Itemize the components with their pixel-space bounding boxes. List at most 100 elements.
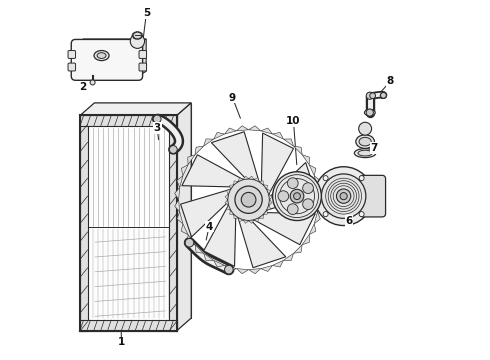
Polygon shape bbox=[174, 188, 180, 200]
Circle shape bbox=[314, 167, 373, 226]
Polygon shape bbox=[248, 269, 261, 274]
Polygon shape bbox=[302, 155, 309, 165]
Polygon shape bbox=[204, 139, 214, 146]
Circle shape bbox=[241, 192, 256, 207]
Polygon shape bbox=[318, 200, 322, 212]
Polygon shape bbox=[243, 220, 248, 223]
Circle shape bbox=[170, 145, 177, 153]
Polygon shape bbox=[225, 194, 228, 200]
Polygon shape bbox=[188, 155, 195, 165]
Circle shape bbox=[288, 178, 298, 189]
Polygon shape bbox=[243, 176, 248, 179]
Circle shape bbox=[359, 212, 364, 217]
Polygon shape bbox=[309, 165, 316, 176]
Circle shape bbox=[366, 92, 373, 99]
Circle shape bbox=[323, 212, 328, 217]
Ellipse shape bbox=[97, 53, 106, 58]
Polygon shape bbox=[80, 116, 88, 330]
Polygon shape bbox=[238, 218, 243, 222]
Polygon shape bbox=[263, 162, 317, 211]
Circle shape bbox=[130, 34, 145, 48]
Circle shape bbox=[321, 174, 366, 219]
Circle shape bbox=[228, 179, 270, 221]
Text: 5: 5 bbox=[143, 8, 150, 18]
Text: 2: 2 bbox=[79, 82, 86, 92]
Polygon shape bbox=[264, 210, 268, 215]
Polygon shape bbox=[188, 235, 195, 245]
Polygon shape bbox=[269, 194, 272, 200]
Polygon shape bbox=[234, 215, 238, 219]
Polygon shape bbox=[248, 126, 261, 131]
Polygon shape bbox=[272, 260, 284, 267]
Polygon shape bbox=[237, 126, 248, 131]
Text: 6: 6 bbox=[345, 216, 353, 226]
Polygon shape bbox=[214, 132, 225, 139]
Polygon shape bbox=[234, 181, 238, 185]
Polygon shape bbox=[261, 133, 294, 197]
FancyBboxPatch shape bbox=[360, 175, 386, 217]
Polygon shape bbox=[177, 103, 191, 330]
Polygon shape bbox=[294, 146, 302, 155]
Polygon shape bbox=[204, 202, 236, 266]
Polygon shape bbox=[267, 189, 270, 194]
FancyBboxPatch shape bbox=[68, 63, 75, 71]
Polygon shape bbox=[302, 235, 309, 245]
Circle shape bbox=[185, 238, 194, 247]
Polygon shape bbox=[225, 265, 237, 271]
Polygon shape bbox=[259, 215, 264, 219]
Polygon shape bbox=[237, 215, 286, 268]
Polygon shape bbox=[294, 245, 302, 253]
Circle shape bbox=[235, 186, 262, 213]
Circle shape bbox=[303, 183, 314, 193]
Polygon shape bbox=[314, 212, 320, 224]
Polygon shape bbox=[309, 224, 316, 235]
Circle shape bbox=[323, 176, 328, 181]
Polygon shape bbox=[272, 132, 284, 139]
Circle shape bbox=[224, 265, 233, 274]
FancyBboxPatch shape bbox=[71, 40, 143, 80]
Polygon shape bbox=[248, 176, 254, 179]
Circle shape bbox=[294, 193, 300, 199]
Polygon shape bbox=[259, 181, 264, 185]
Polygon shape bbox=[284, 139, 294, 146]
FancyBboxPatch shape bbox=[139, 50, 147, 58]
Circle shape bbox=[337, 189, 351, 203]
Polygon shape bbox=[225, 128, 237, 134]
Ellipse shape bbox=[358, 150, 372, 156]
Text: 1: 1 bbox=[118, 337, 125, 347]
Polygon shape bbox=[75, 39, 146, 44]
Polygon shape bbox=[169, 116, 177, 330]
Polygon shape bbox=[230, 185, 234, 189]
Ellipse shape bbox=[94, 50, 109, 60]
Circle shape bbox=[359, 176, 364, 181]
Polygon shape bbox=[261, 128, 272, 134]
FancyBboxPatch shape bbox=[139, 63, 147, 71]
Polygon shape bbox=[80, 116, 177, 330]
Polygon shape bbox=[254, 218, 259, 222]
Circle shape bbox=[303, 199, 314, 210]
Polygon shape bbox=[195, 245, 204, 253]
Polygon shape bbox=[284, 253, 294, 261]
Ellipse shape bbox=[356, 135, 374, 148]
Polygon shape bbox=[254, 178, 259, 181]
Polygon shape bbox=[95, 103, 191, 318]
Polygon shape bbox=[238, 178, 243, 181]
Text: 8: 8 bbox=[387, 76, 394, 86]
Polygon shape bbox=[226, 189, 230, 194]
Polygon shape bbox=[181, 188, 234, 237]
Polygon shape bbox=[237, 269, 248, 274]
Circle shape bbox=[153, 115, 161, 123]
Text: 7: 7 bbox=[370, 143, 378, 153]
Polygon shape bbox=[181, 165, 188, 176]
Circle shape bbox=[288, 204, 298, 215]
Polygon shape bbox=[261, 265, 272, 271]
Ellipse shape bbox=[133, 32, 142, 39]
Polygon shape bbox=[269, 200, 272, 205]
Polygon shape bbox=[251, 212, 315, 245]
Polygon shape bbox=[182, 155, 246, 187]
Polygon shape bbox=[195, 146, 204, 155]
Ellipse shape bbox=[359, 137, 371, 146]
Polygon shape bbox=[177, 176, 183, 188]
Polygon shape bbox=[318, 188, 322, 200]
Polygon shape bbox=[225, 200, 228, 205]
